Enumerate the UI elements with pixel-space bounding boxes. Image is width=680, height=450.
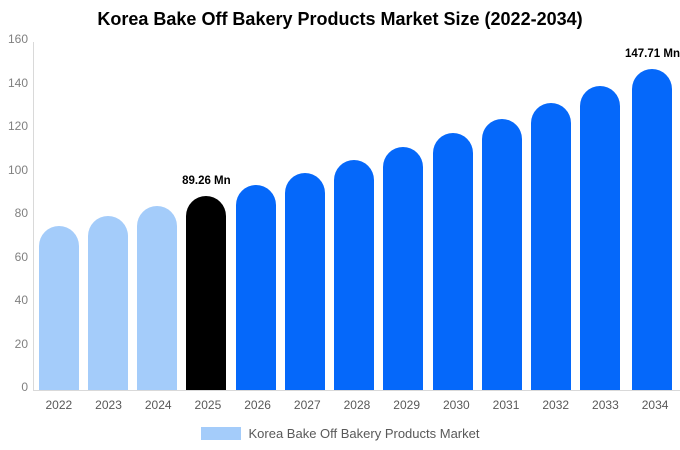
legend-swatch bbox=[200, 427, 241, 440]
bar-2028[interactable] bbox=[334, 160, 375, 390]
x-axis-label: 2034 bbox=[641, 398, 669, 412]
y-axis-tick-label: 60 bbox=[14, 249, 28, 264]
x-axis-label: 2022 bbox=[45, 398, 73, 412]
y-axis-tick-label: 40 bbox=[14, 293, 28, 307]
bar-2024[interactable] bbox=[137, 206, 178, 390]
bar-slot bbox=[280, 42, 329, 390]
x-axis-label: 2032 bbox=[542, 398, 570, 412]
bar-2030[interactable] bbox=[432, 133, 473, 390]
y-axis-tick-label: 20 bbox=[14, 336, 28, 351]
chart-title: Korea Bake Off Bakery Products Market Si… bbox=[97, 9, 583, 29]
x-axis-label: 2033 bbox=[592, 398, 619, 412]
x-axis-label: 2027 bbox=[293, 398, 321, 412]
bar-slot bbox=[133, 42, 182, 390]
bar-slot bbox=[527, 42, 576, 390]
x-axis-label: 2031 bbox=[492, 398, 520, 412]
y-axis-tick-label: 80 bbox=[14, 206, 28, 220]
bar-2026[interactable] bbox=[235, 185, 276, 390]
x-axis-label: 2026 bbox=[244, 398, 271, 412]
y-axis-line bbox=[33, 42, 34, 390]
x-axis-label: 2030 bbox=[442, 398, 470, 412]
y-axis-tick-label: 160 bbox=[7, 32, 28, 46]
bar-2025[interactable] bbox=[186, 196, 227, 390]
bar-slot bbox=[477, 42, 526, 390]
bar-slot bbox=[34, 42, 83, 390]
y-axis-tick-label: 120 bbox=[7, 119, 28, 133]
bar-value-label: 89.26 Mn bbox=[182, 175, 231, 187]
y-axis-tick-label: 140 bbox=[7, 75, 28, 90]
bar-2023[interactable] bbox=[87, 216, 128, 390]
legend-item[interactable]: Korea Bake Off Bakery Products Market bbox=[0, 426, 680, 441]
bar-slot bbox=[576, 42, 625, 390]
x-axis-label: 2029 bbox=[393, 398, 420, 412]
y-axis-tick-label: 100 bbox=[7, 162, 28, 177]
legend-label: Korea Bake Off Bakery Products Market bbox=[248, 426, 480, 441]
bar-slot bbox=[330, 42, 379, 390]
bar-2027[interactable] bbox=[284, 173, 325, 390]
x-axis-label: 2024 bbox=[144, 398, 172, 412]
plot-area: 89.26 Mn 147.71 Mn bbox=[34, 42, 680, 390]
bar-2034[interactable] bbox=[632, 69, 673, 390]
x-axis-label: 2028 bbox=[343, 398, 371, 412]
bar-slot bbox=[231, 42, 280, 390]
bar-slot bbox=[379, 42, 428, 390]
bar-2022[interactable] bbox=[38, 226, 79, 390]
bar-slot bbox=[83, 42, 132, 390]
bar-2032[interactable] bbox=[531, 103, 572, 390]
bar-2031[interactable] bbox=[481, 119, 522, 390]
x-axis-label: 2025 bbox=[194, 398, 222, 412]
bar-slot: 147.71 Mn bbox=[625, 42, 680, 390]
x-axis-labels: 2022 2023 2024 2025 2026 2027 2028 2029 2030 2031… bbox=[34, 398, 680, 412]
bar-slot: 89.26 Mn bbox=[182, 42, 231, 390]
bar-2033[interactable] bbox=[580, 86, 621, 390]
y-axis-tick-label: 0 bbox=[21, 380, 28, 394]
bar-value-label: 147.71 Mn bbox=[625, 48, 680, 60]
bar-2029[interactable] bbox=[383, 147, 424, 390]
x-axis-label: 2023 bbox=[95, 398, 122, 412]
bar-slot bbox=[428, 42, 477, 390]
x-axis-line bbox=[33, 390, 680, 391]
